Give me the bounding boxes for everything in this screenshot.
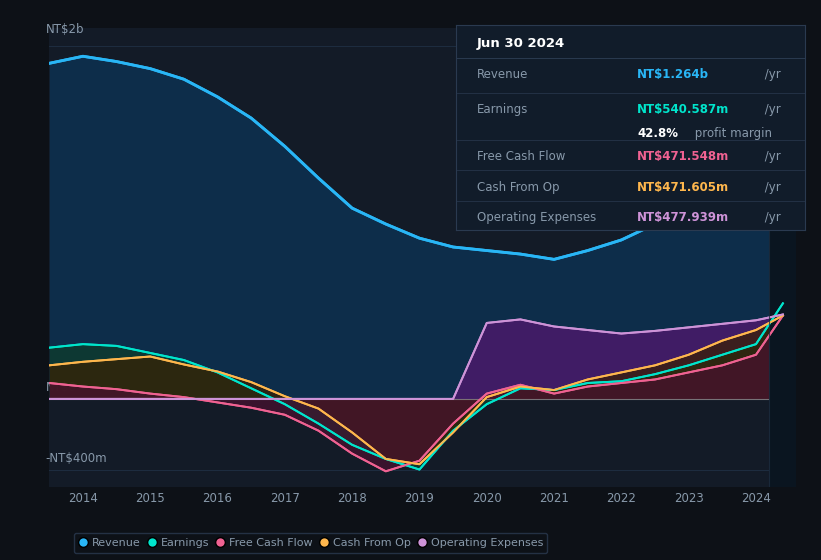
Text: NT$477.939m: NT$477.939m <box>637 211 729 224</box>
Text: /yr: /yr <box>761 211 781 224</box>
Legend: Revenue, Earnings, Free Cash Flow, Cash From Op, Operating Expenses: Revenue, Earnings, Free Cash Flow, Cash … <box>74 533 548 553</box>
Text: -NT$400m: -NT$400m <box>45 452 108 465</box>
Text: Operating Expenses: Operating Expenses <box>476 211 596 224</box>
Text: 42.8%: 42.8% <box>637 128 678 141</box>
Text: NT$2b: NT$2b <box>45 24 84 36</box>
Text: Free Cash Flow: Free Cash Flow <box>476 150 565 163</box>
Text: profit margin: profit margin <box>691 128 773 141</box>
Text: NT$471.548m: NT$471.548m <box>637 150 729 163</box>
Text: /yr: /yr <box>761 68 781 81</box>
Text: Cash From Op: Cash From Op <box>476 180 559 194</box>
Text: Jun 30 2024: Jun 30 2024 <box>476 38 565 50</box>
Text: /yr: /yr <box>761 180 781 194</box>
Text: Earnings: Earnings <box>476 103 528 116</box>
Text: NT$0: NT$0 <box>45 381 76 394</box>
Text: NT$540.587m: NT$540.587m <box>637 103 729 116</box>
Text: /yr: /yr <box>761 103 781 116</box>
Text: NT$471.605m: NT$471.605m <box>637 180 729 194</box>
Text: NT$1.264b: NT$1.264b <box>637 68 709 81</box>
Bar <box>769 28 796 487</box>
Text: Revenue: Revenue <box>476 68 528 81</box>
Text: /yr: /yr <box>761 150 781 163</box>
